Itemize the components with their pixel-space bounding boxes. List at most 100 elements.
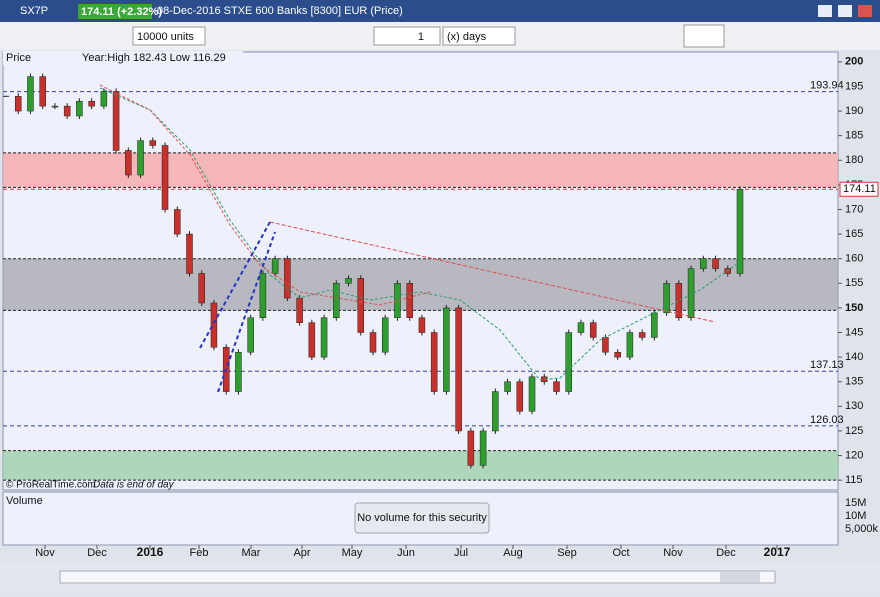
zone <box>3 258 838 311</box>
units-select[interactable] <box>132 26 206 46</box>
candle <box>63 105 71 117</box>
x-tick-label: Feb <box>190 547 209 559</box>
y-tick-label: 190 <box>845 105 863 117</box>
candle <box>14 96 22 112</box>
maximize-button[interactable] <box>838 5 852 17</box>
scrollbar[interactable] <box>59 570 776 584</box>
units: 10000 units <box>137 31 194 43</box>
x-tick-label: Nov <box>663 547 683 559</box>
panel-label: Price <box>6 52 31 64</box>
candle <box>553 381 560 392</box>
x-tick-label: 2016 <box>137 545 164 559</box>
volume-tick: 15M <box>845 497 866 509</box>
moving-average-short <box>99 87 741 381</box>
candle <box>161 145 169 210</box>
trend-line <box>269 221 716 323</box>
period-select[interactable] <box>442 26 516 46</box>
candle <box>51 105 59 108</box>
y-tick-label: 140 <box>845 351 863 363</box>
candle <box>504 381 511 392</box>
candle <box>467 430 475 466</box>
y-tick-label: 145 <box>845 326 863 338</box>
candle <box>394 283 401 319</box>
x-tick-label: Aug <box>503 547 523 559</box>
data-note: Data is end of day <box>93 480 175 491</box>
period-input[interactable] <box>373 26 441 46</box>
candle <box>320 317 328 358</box>
volume-tick: 10M <box>845 510 866 522</box>
x-tick-label: Dec <box>716 547 736 559</box>
candle <box>602 337 609 353</box>
chart-type-button[interactable] <box>683 24 725 48</box>
candle <box>443 307 450 392</box>
candle <box>198 273 205 304</box>
candle <box>406 283 413 319</box>
candle <box>125 150 132 176</box>
copyright: © ProRealTime.com <box>6 480 96 491</box>
candle <box>418 317 426 333</box>
symbol: SX7P <box>20 5 48 17</box>
candle <box>308 322 316 358</box>
price: 174.11 (+2.32%) <box>81 6 162 18</box>
price-badge <box>78 4 152 19</box>
candle <box>112 91 120 151</box>
candle <box>430 332 438 392</box>
candle <box>565 332 572 392</box>
y-tick-label: 125 <box>845 425 863 437</box>
candle <box>492 391 499 432</box>
zone <box>3 450 838 481</box>
x-tick-label: Sep <box>557 547 577 559</box>
candle <box>651 312 658 338</box>
candle <box>687 268 695 319</box>
candle <box>76 100 83 117</box>
y-tick-label: 180 <box>845 154 863 166</box>
x-tick-label: May <box>342 547 363 559</box>
candle <box>100 91 108 107</box>
candle <box>736 189 744 274</box>
y-tick-label: 160 <box>845 253 863 265</box>
y-tick-label: 195 <box>845 80 863 92</box>
candle <box>296 297 303 323</box>
candle <box>663 283 670 314</box>
close-button[interactable] <box>858 5 872 17</box>
candle <box>357 278 365 333</box>
level-label: 126.03 <box>810 414 844 426</box>
level-label: 137.13 <box>810 359 844 371</box>
candle <box>712 258 719 269</box>
description: 08-Dec-2016 STXE 600 Banks [8300] EUR (P… <box>157 5 403 17</box>
y-tick-label: 115 <box>845 474 863 486</box>
candle <box>210 302 218 348</box>
candle <box>700 258 707 269</box>
moving-average-long <box>99 84 431 306</box>
year-range: Year:High 182.43 Low 116.29 <box>82 52 226 64</box>
last-badge <box>839 181 879 197</box>
x-tick-label: Jun <box>397 547 415 559</box>
panel-header <box>3 51 243 65</box>
volume-message-box <box>354 502 490 534</box>
y-tick-label: 170 <box>845 203 863 215</box>
last-label: 174.11 <box>843 183 876 195</box>
minimize-button[interactable] <box>818 5 832 17</box>
y-tick-label: 165 <box>845 228 863 240</box>
y-tick-label: 130 <box>845 400 863 412</box>
candle <box>638 332 646 338</box>
x-tick-label: Nov <box>35 547 55 559</box>
channel-line <box>217 231 276 393</box>
x-tick-label: Dec <box>87 547 107 559</box>
candle <box>39 76 46 107</box>
candle <box>675 283 683 319</box>
candle <box>27 76 34 112</box>
candle <box>516 381 524 412</box>
level-label: 193.94 <box>810 80 844 92</box>
scroll-thumb[interactable] <box>720 572 760 582</box>
candle <box>614 351 621 358</box>
candle <box>88 100 95 107</box>
candle <box>528 376 536 412</box>
volume-message: No volume for this security <box>357 512 487 524</box>
candle <box>271 258 279 274</box>
title-bar <box>0 0 880 22</box>
y-tick-label: 200 <box>845 56 863 68</box>
candle <box>247 317 254 353</box>
candle <box>589 322 597 338</box>
